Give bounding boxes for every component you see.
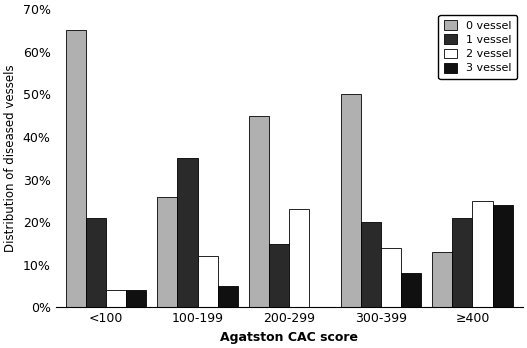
Bar bbox=[198, 256, 218, 307]
Bar bbox=[249, 116, 269, 307]
Bar bbox=[157, 197, 178, 307]
Bar bbox=[218, 286, 238, 307]
Bar bbox=[340, 94, 360, 307]
Bar bbox=[66, 31, 86, 307]
Bar bbox=[289, 209, 309, 307]
Legend: 0 vessel, 1 vessel, 2 vessel, 3 vessel: 0 vessel, 1 vessel, 2 vessel, 3 vessel bbox=[438, 15, 518, 79]
X-axis label: Agatston CAC score: Agatston CAC score bbox=[220, 331, 358, 344]
Bar bbox=[106, 290, 126, 307]
Bar bbox=[360, 222, 381, 307]
Bar bbox=[401, 273, 421, 307]
Bar bbox=[381, 248, 401, 307]
Bar bbox=[452, 218, 472, 307]
Bar bbox=[493, 205, 513, 307]
Y-axis label: Distribution of diseased vessels: Distribution of diseased vessels bbox=[4, 64, 17, 252]
Bar bbox=[472, 201, 493, 307]
Bar bbox=[126, 290, 147, 307]
Bar bbox=[269, 244, 289, 307]
Bar bbox=[178, 158, 198, 307]
Bar bbox=[432, 252, 452, 307]
Bar bbox=[86, 218, 106, 307]
